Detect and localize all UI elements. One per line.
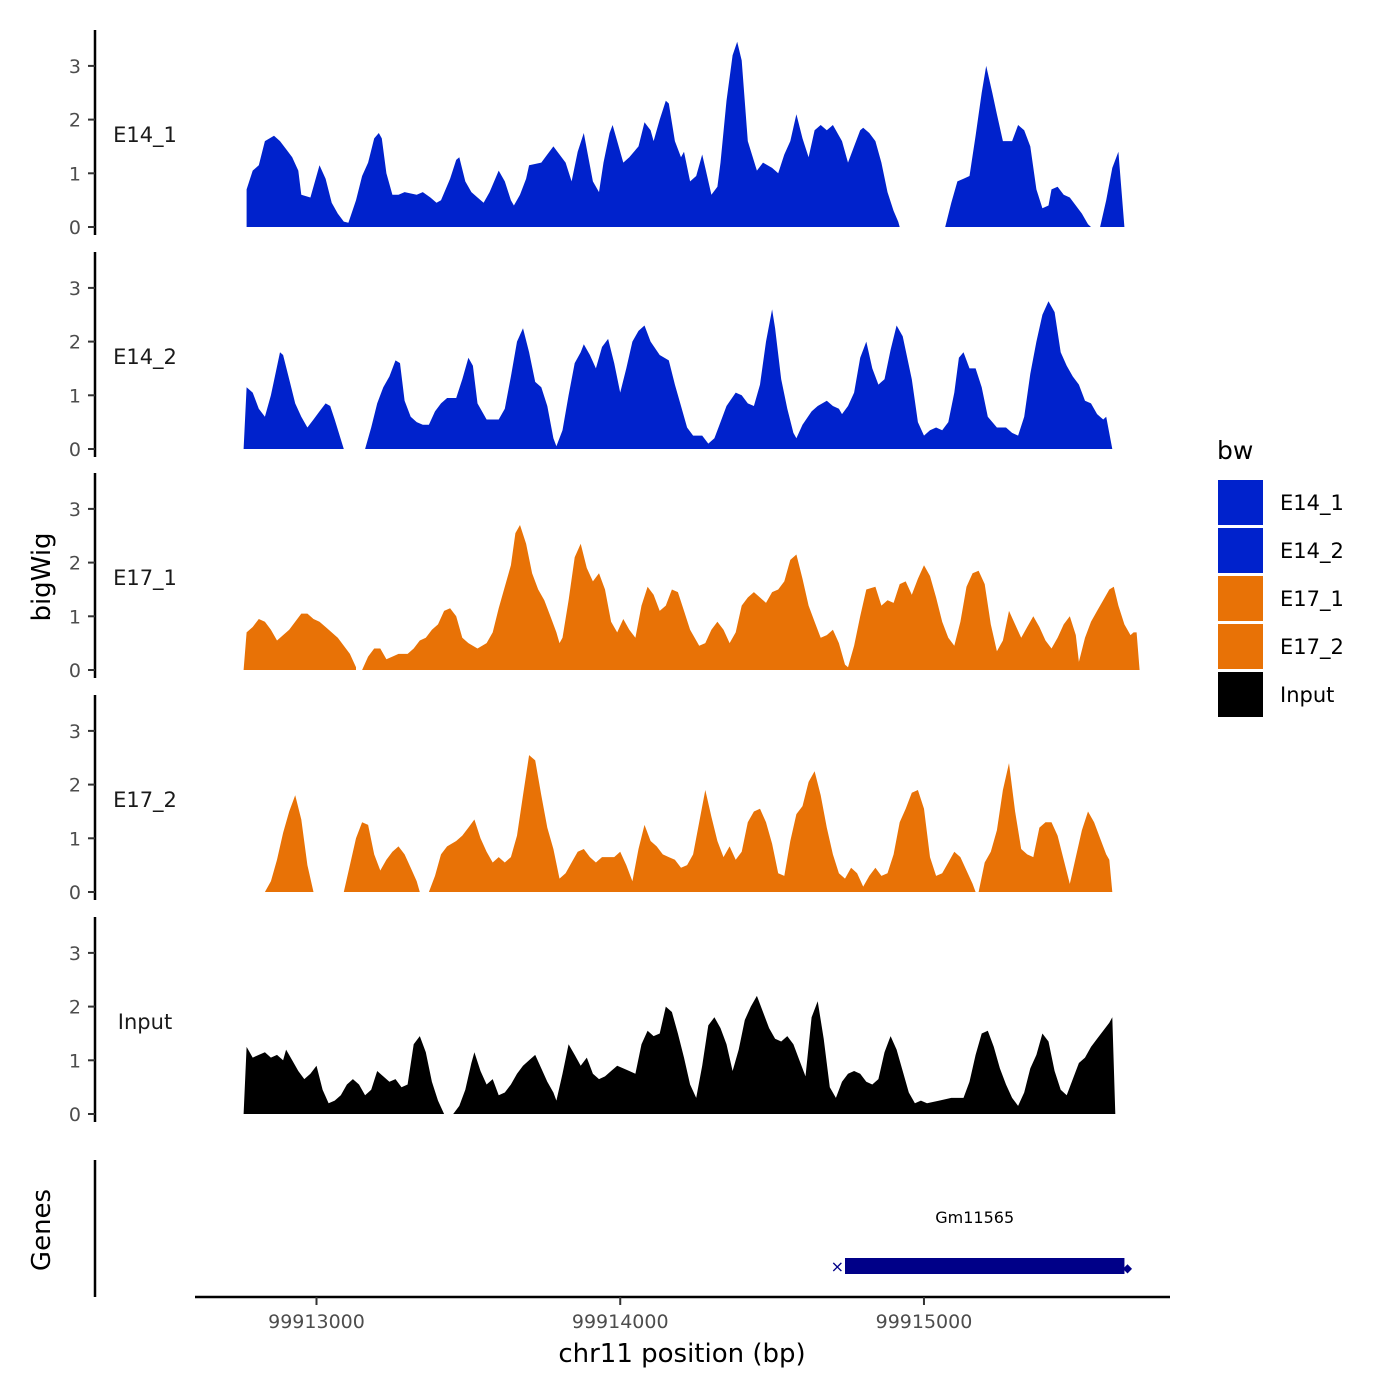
- track-E17_2: 0 1 2 3 E17_2: [69, 695, 1113, 904]
- legend-swatch: [1218, 576, 1263, 621]
- area-series-E14_2: [243, 352, 344, 449]
- legend-item-E17_2: E17_2: [1218, 624, 1344, 669]
- track-Input: 0 1 2 3 Input: [69, 917, 1116, 1126]
- area-series-E14_1: [246, 41, 900, 228]
- y-tick-label: 3: [69, 721, 81, 743]
- y-tick-label: 2: [69, 775, 81, 797]
- legend: bw E14_1 E14_2 E17_1 E17_2 Input: [1217, 436, 1344, 717]
- gene-end-marker: ◆: [1123, 1261, 1133, 1275]
- y-tick-label: 0: [69, 882, 81, 904]
- area-series-E17_2c: [428, 755, 976, 892]
- area-series-Input: [243, 1036, 445, 1114]
- area-series-E17_1b: [362, 525, 1140, 670]
- y-tick-label: 3: [69, 278, 81, 300]
- y-tick-label: 1: [69, 606, 81, 628]
- genes-axis-title: Genes: [27, 1189, 57, 1271]
- area-series-E17_2b: [343, 822, 420, 892]
- y-tick-label: 3: [69, 499, 81, 521]
- area-series-E14_1b: [945, 65, 1091, 228]
- area-series-E17_2: [264, 795, 314, 892]
- legend-label: E17_1: [1280, 587, 1344, 612]
- y-tick-label: 1: [69, 1050, 81, 1072]
- area-series-Input_b: [453, 995, 1116, 1114]
- track-E14_1: 0 1 2 3 E14_1: [69, 30, 1125, 239]
- legend-item-E14_1: E14_1: [1218, 480, 1344, 525]
- y-tick-label: 1: [69, 385, 81, 407]
- gene-strand-marker: ×: [831, 1257, 844, 1276]
- y-tick-label: 0: [69, 1104, 81, 1126]
- track-label: E14_2: [113, 345, 177, 370]
- area-series-E17_2d: [978, 763, 1113, 892]
- legend-swatch: [1218, 480, 1263, 525]
- y-tick-label: 3: [69, 943, 81, 965]
- x-axis: 99913000 99914000 99915000: [195, 1295, 1170, 1333]
- area-series-E14_1c: [1100, 151, 1125, 227]
- x-axis-title: chr11 position (bp): [558, 1339, 805, 1369]
- track-E14_2: 0 1 2 3 E14_2: [69, 252, 1113, 461]
- area-series-E17_1: [243, 613, 356, 670]
- y-tick-label: 0: [69, 439, 81, 461]
- y-tick-label: 2: [69, 110, 81, 132]
- x-tick-label: 99913000: [268, 1311, 365, 1333]
- x-tick-label: 99914000: [572, 1311, 669, 1333]
- legend-swatch: [1218, 528, 1263, 573]
- y-axis-title: bigWig: [27, 532, 57, 621]
- x-tick-label: 99915000: [876, 1311, 973, 1333]
- gene-body: [845, 1258, 1125, 1274]
- y-tick-label: 0: [69, 660, 81, 682]
- y-tick-label: 2: [69, 553, 81, 575]
- legend-item-E17_1: E17_1: [1218, 576, 1344, 621]
- genes-track: × ◆ Gm11565: [93, 1160, 1133, 1297]
- area-series-E14_2b: [365, 301, 1113, 449]
- tracks-layer: 0 1 2 3 E14_1 0 1 2 3 E14_2 0 1 2 3 E17_1 0 1 2 3 E17_2 0 1 2 3…: [69, 30, 1140, 1126]
- track-label: E14_1: [113, 123, 177, 148]
- track-label: Input: [118, 1010, 172, 1034]
- y-tick-label: 1: [69, 163, 81, 185]
- legend-item-E14_2: E14_2: [1218, 528, 1344, 573]
- legend-swatch: [1218, 672, 1263, 717]
- legend-swatch: [1218, 624, 1263, 669]
- gene-name: Gm11565: [935, 1208, 1014, 1227]
- y-tick-label: 0: [69, 217, 81, 239]
- y-tick-label: 3: [69, 56, 81, 78]
- track-label: E17_1: [113, 566, 177, 591]
- legend-label: E17_2: [1280, 635, 1344, 660]
- legend-label: Input: [1280, 683, 1334, 707]
- track-label: E17_2: [113, 788, 177, 813]
- track-E17_1: 0 1 2 3 E17_1: [69, 473, 1140, 682]
- legend-title: bw: [1217, 436, 1253, 465]
- legend-item-Input: Input: [1218, 672, 1334, 717]
- y-tick-label: 2: [69, 332, 81, 354]
- legend-label: E14_2: [1280, 539, 1344, 564]
- legend-label: E14_1: [1280, 491, 1344, 516]
- y-tick-label: 2: [69, 997, 81, 1019]
- y-tick-label: 1: [69, 828, 81, 850]
